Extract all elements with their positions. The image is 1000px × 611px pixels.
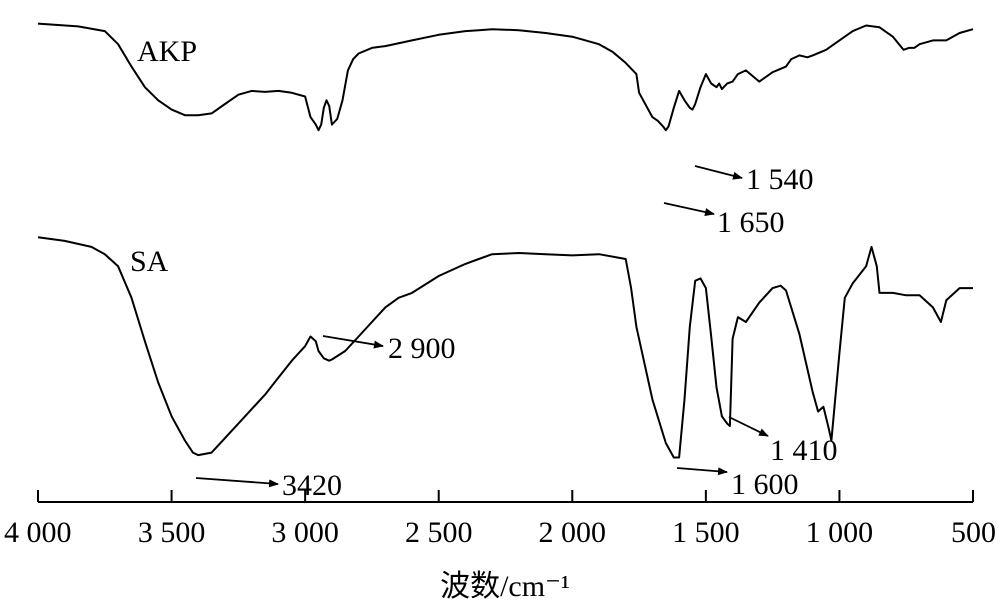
annotation-arrow xyxy=(728,416,769,437)
x-tick-label: 3 500 xyxy=(138,516,206,549)
x-tick-label: 4 000 xyxy=(4,516,72,549)
annotation-label: 1 650 xyxy=(717,206,785,239)
series-line-akp xyxy=(37,22,974,132)
annotation-arrow xyxy=(195,477,279,488)
annotation-label: 2 900 xyxy=(388,332,456,365)
series-label-layer: AKP SA xyxy=(130,35,197,278)
series-line-sa xyxy=(37,236,973,459)
series-label-akp: AKP xyxy=(137,35,197,68)
annotation-label: 1 540 xyxy=(746,163,814,196)
annotation-label: 3420 xyxy=(282,469,342,502)
annotation-arrow xyxy=(322,335,384,349)
annotation-label: 1 600 xyxy=(731,468,799,501)
series-label-sa: SA xyxy=(130,245,169,278)
x-tick-label: 2 500 xyxy=(405,516,473,549)
annotation-arrow xyxy=(663,202,715,216)
x-tick-label: 1 500 xyxy=(672,516,740,549)
annotation-arrow xyxy=(694,165,743,180)
x-tick-label: 3 000 xyxy=(271,516,339,549)
x-axis-title: 波数/cm⁻¹ xyxy=(440,570,570,603)
series-layer xyxy=(37,22,974,459)
x-tick-label: 2 000 xyxy=(539,516,607,549)
x-axis: 4 000 3 500 3 000 2 500 2 000 1 500 1 000 500 xyxy=(4,490,996,549)
x-tick-label: 1 000 xyxy=(806,516,874,549)
annotation-label: 1 410 xyxy=(770,434,838,467)
annotation-arrow xyxy=(676,467,728,476)
x-tick-label: 500 xyxy=(951,516,996,549)
